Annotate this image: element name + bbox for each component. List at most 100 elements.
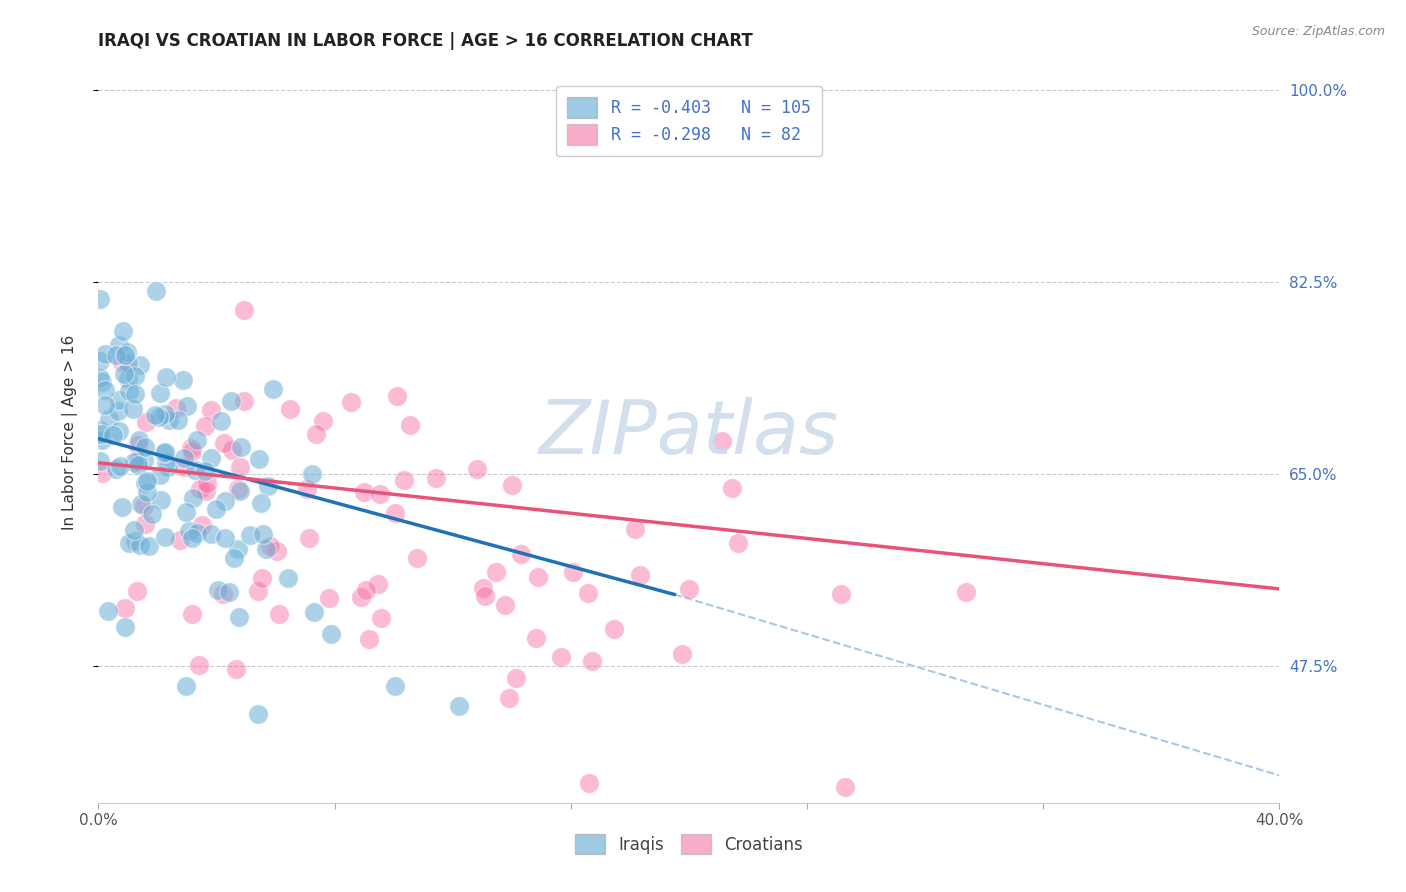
Point xyxy=(195,484,218,499)
Point xyxy=(136,474,159,488)
Point xyxy=(107,404,129,418)
Point xyxy=(153,446,176,460)
Point xyxy=(301,467,323,481)
Point xyxy=(472,581,495,595)
Point xyxy=(214,531,236,545)
Point xyxy=(222,550,245,565)
Point xyxy=(249,452,271,467)
Point xyxy=(485,566,508,580)
Point xyxy=(254,541,277,556)
Point xyxy=(318,591,340,605)
Point xyxy=(447,699,470,714)
Point xyxy=(143,409,166,423)
Point xyxy=(221,442,243,457)
Point xyxy=(367,577,389,591)
Point xyxy=(305,426,328,441)
Point xyxy=(399,418,422,433)
Point xyxy=(186,433,208,447)
Point xyxy=(117,372,139,386)
Text: ZIPatlas: ZIPatlas xyxy=(538,397,839,468)
Point xyxy=(505,671,527,685)
Point xyxy=(474,589,496,603)
Point xyxy=(128,358,150,372)
Point xyxy=(128,433,150,447)
Point xyxy=(280,402,302,417)
Point xyxy=(195,475,218,490)
Point xyxy=(214,493,236,508)
Point xyxy=(834,780,856,794)
Point xyxy=(356,583,378,598)
Point xyxy=(180,441,202,455)
Point xyxy=(225,662,247,676)
Point xyxy=(122,401,145,416)
Point xyxy=(104,348,127,362)
Point xyxy=(110,500,132,515)
Point xyxy=(384,679,406,693)
Point xyxy=(579,810,602,824)
Point xyxy=(212,587,235,601)
Point xyxy=(97,604,120,618)
Point xyxy=(149,386,172,401)
Point xyxy=(247,584,270,599)
Point xyxy=(359,632,381,646)
Point xyxy=(141,507,163,521)
Point xyxy=(122,523,145,537)
Point xyxy=(111,355,134,369)
Point xyxy=(678,582,700,596)
Point xyxy=(127,458,149,472)
Point xyxy=(91,375,114,389)
Point xyxy=(90,427,112,442)
Point xyxy=(209,413,232,427)
Point xyxy=(127,454,149,468)
Point xyxy=(955,584,977,599)
Point xyxy=(174,679,197,693)
Point xyxy=(173,459,195,474)
Point xyxy=(132,453,155,467)
Point xyxy=(122,455,145,469)
Point xyxy=(124,369,146,384)
Point xyxy=(89,353,111,368)
Point xyxy=(205,501,228,516)
Point xyxy=(181,531,204,545)
Point xyxy=(188,482,211,496)
Legend: Iraqis, Croatians: Iraqis, Croatians xyxy=(568,828,810,861)
Point xyxy=(561,565,583,579)
Point xyxy=(128,538,150,552)
Point xyxy=(97,412,120,426)
Point xyxy=(153,407,176,421)
Point xyxy=(134,440,156,454)
Point xyxy=(127,438,149,452)
Point xyxy=(277,571,299,585)
Point xyxy=(149,492,172,507)
Point xyxy=(89,292,111,306)
Point xyxy=(153,445,176,459)
Point xyxy=(89,454,111,468)
Point xyxy=(830,587,852,601)
Point xyxy=(368,487,391,501)
Point xyxy=(131,497,153,511)
Point xyxy=(219,394,242,409)
Point xyxy=(509,547,531,561)
Point xyxy=(252,527,274,541)
Point xyxy=(101,427,124,442)
Text: Source: ZipAtlas.com: Source: ZipAtlas.com xyxy=(1251,25,1385,38)
Point xyxy=(494,598,516,612)
Point xyxy=(118,384,141,399)
Point xyxy=(174,505,197,519)
Point xyxy=(127,583,149,598)
Point xyxy=(200,403,222,417)
Point xyxy=(465,462,488,476)
Point xyxy=(132,499,155,513)
Point xyxy=(194,464,217,478)
Point xyxy=(186,525,208,540)
Point xyxy=(94,383,117,397)
Point xyxy=(214,435,236,450)
Point xyxy=(340,394,363,409)
Point xyxy=(628,568,651,582)
Point xyxy=(392,473,415,487)
Point xyxy=(304,605,326,619)
Point xyxy=(550,650,572,665)
Point xyxy=(233,303,256,318)
Point xyxy=(181,444,204,458)
Point xyxy=(165,401,187,416)
